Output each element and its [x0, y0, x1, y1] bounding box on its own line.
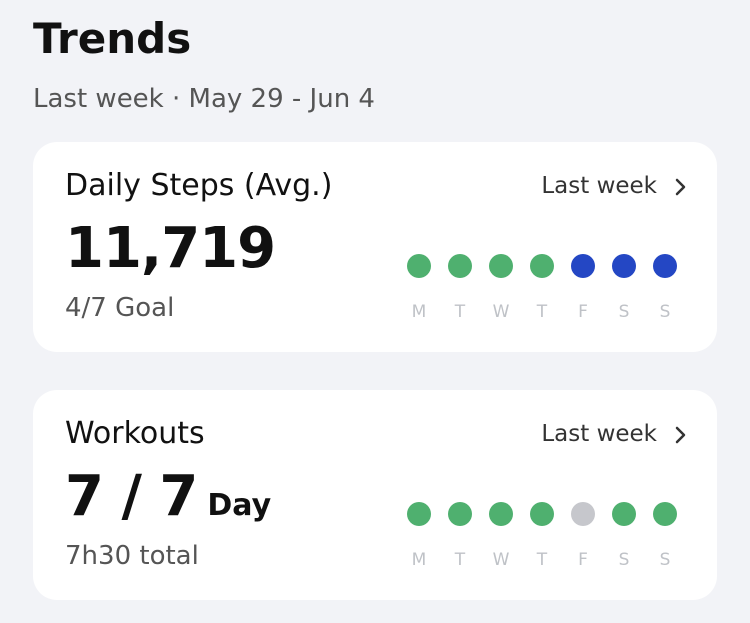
page-title: Trends [33, 14, 192, 63]
day-label: T [536, 550, 548, 570]
day-label: F [578, 550, 588, 570]
day-dot [530, 502, 554, 526]
card[interactable]: Workouts Last week 7 / 7 Day 7h30 total M T W T F… [33, 390, 717, 600]
card-note: 4/7 Goal [65, 293, 175, 323]
card[interactable]: Daily Steps (Avg.) Last week 11,719 4/7 Goa… [33, 142, 717, 352]
day-label: W [492, 302, 510, 322]
card-value: 7 / 7 Day [65, 464, 271, 529]
chevron[interactable] [675, 426, 687, 444]
value-text: 11,719 [65, 216, 276, 281]
day-label: M [411, 550, 427, 570]
day-dot [489, 254, 513, 278]
card-link[interactable]: Last week [541, 173, 657, 199]
day-dot [530, 254, 554, 278]
card-note: 7h30 total [65, 541, 199, 571]
card-link[interactable]: Last week [541, 421, 657, 447]
day-label: T [454, 550, 466, 570]
day-label: S [618, 550, 630, 570]
day-label: S [659, 550, 671, 570]
day-dot [612, 254, 636, 278]
card-title: Daily Steps (Avg.) [65, 168, 333, 203]
value-text: 7 / 7 [65, 464, 198, 529]
day-dot [612, 502, 636, 526]
day-dot [407, 254, 431, 278]
day-dot [448, 254, 472, 278]
day-dot [489, 502, 513, 526]
day-label: F [578, 302, 588, 322]
day-label: T [454, 302, 466, 322]
day-dot [653, 502, 677, 526]
card-value: 11,719 [65, 216, 276, 281]
day-dot [571, 254, 595, 278]
day-label: S [618, 302, 630, 322]
day-dot [653, 254, 677, 278]
day-label: W [492, 550, 510, 570]
chevron[interactable] [675, 178, 687, 196]
card-title: Workouts [65, 416, 205, 451]
day-dot [407, 502, 431, 526]
value-unit: Day [207, 488, 272, 523]
day-label: T [536, 302, 548, 322]
day-dot [571, 502, 595, 526]
day-dot [448, 502, 472, 526]
page-subtitle: Last week · May 29 - Jun 4 [33, 84, 375, 114]
day-label: S [659, 302, 671, 322]
day-label: M [411, 302, 427, 322]
